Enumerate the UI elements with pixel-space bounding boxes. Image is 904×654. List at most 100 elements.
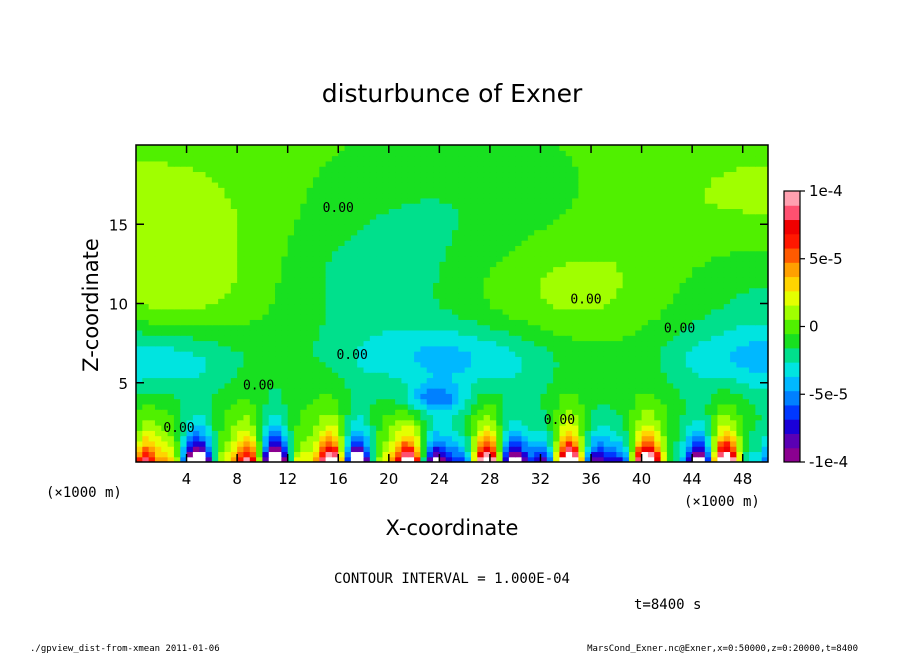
heatmap-cell xyxy=(376,335,384,342)
heatmap-cell xyxy=(477,292,485,299)
heatmap-cell xyxy=(256,287,263,294)
heatmap-cell xyxy=(464,356,472,363)
heatmap-cell xyxy=(527,282,535,289)
heatmap-cell xyxy=(502,335,510,342)
heatmap-cell xyxy=(445,303,453,310)
heatmap-cell xyxy=(180,208,188,215)
heatmap-cell xyxy=(275,303,282,310)
heatmap-cell xyxy=(635,224,643,231)
heatmap-cell xyxy=(603,456,611,462)
heatmap-cell xyxy=(477,398,485,405)
heatmap-cell xyxy=(325,451,333,458)
heatmap-cell xyxy=(388,203,396,209)
heatmap-cell xyxy=(395,430,403,437)
heatmap-cell xyxy=(268,240,276,246)
heatmap-cell xyxy=(331,250,339,257)
heatmap-cell xyxy=(281,197,289,204)
heatmap-cell xyxy=(312,398,320,405)
heatmap-cell xyxy=(319,282,327,289)
heatmap-cell xyxy=(458,409,466,416)
heatmap-cell xyxy=(294,393,301,400)
heatmap-cell xyxy=(237,435,245,442)
heatmap-cell xyxy=(331,377,339,384)
heatmap-cell xyxy=(275,335,282,342)
heatmap-cell xyxy=(382,282,390,289)
heatmap-cell xyxy=(628,372,636,379)
heatmap-cell xyxy=(357,414,365,421)
heatmap-cell xyxy=(218,234,226,241)
heatmap-cell xyxy=(489,382,497,389)
heatmap-cell xyxy=(312,245,320,252)
heatmap-cell xyxy=(534,372,542,379)
heatmap-cell xyxy=(205,250,213,257)
heatmap-cell xyxy=(363,277,371,283)
heatmap-cell xyxy=(559,234,567,241)
heatmap-cell xyxy=(142,319,150,326)
heatmap-cell xyxy=(154,245,162,252)
heatmap-cell xyxy=(363,324,371,331)
heatmap-cell xyxy=(211,277,219,283)
heatmap-cell xyxy=(736,440,744,447)
heatmap-cell xyxy=(268,271,276,278)
heatmap-cell xyxy=(237,213,245,220)
heatmap-cell xyxy=(199,440,207,447)
heatmap-cell xyxy=(262,351,270,357)
heatmap-cell xyxy=(205,446,213,453)
heatmap-cell xyxy=(692,414,700,421)
heatmap-cell xyxy=(578,298,586,305)
heatmap-cell xyxy=(749,388,756,394)
heatmap-cell xyxy=(698,409,706,416)
heatmap-cell xyxy=(597,398,605,405)
heatmap-cell xyxy=(470,277,478,283)
heatmap-cell xyxy=(704,224,712,231)
heatmap-cell xyxy=(660,277,668,283)
heatmap-cell xyxy=(761,351,768,357)
heatmap-cell xyxy=(489,419,497,426)
heatmap-cell xyxy=(730,329,737,336)
heatmap-cell xyxy=(376,292,384,299)
heatmap-cell xyxy=(654,393,662,400)
heatmap-cell xyxy=(477,319,485,326)
heatmap-cell xyxy=(439,208,447,215)
heatmap-cell xyxy=(489,324,497,331)
heatmap-cell xyxy=(584,229,592,236)
heatmap-cell xyxy=(717,440,725,447)
heatmap-cell xyxy=(717,446,725,453)
heatmap-cell xyxy=(546,345,554,352)
heatmap-cell xyxy=(730,388,737,394)
heatmap-cell xyxy=(230,292,238,299)
heatmap-cell xyxy=(445,440,453,447)
heatmap-cell xyxy=(508,345,516,352)
heatmap-cell xyxy=(489,229,497,236)
heatmap-cell xyxy=(192,250,200,257)
heatmap-cell xyxy=(540,446,548,453)
heatmap-cell xyxy=(281,229,289,236)
heatmap-cell xyxy=(142,430,150,437)
heatmap-cell xyxy=(382,271,390,278)
heatmap-cell xyxy=(136,398,143,405)
heatmap-cell xyxy=(654,324,662,331)
heatmap-cell xyxy=(401,234,409,241)
heatmap-cell xyxy=(654,351,662,357)
heatmap-cell xyxy=(496,446,504,453)
heatmap-cell xyxy=(249,298,257,305)
heatmap-cell xyxy=(180,240,188,246)
heatmap-cell xyxy=(167,234,175,241)
heatmap-cell xyxy=(546,261,554,268)
heatmap-cell xyxy=(584,335,592,342)
heatmap-cell xyxy=(186,240,194,246)
heatmap-cell xyxy=(439,366,447,373)
heatmap-cell xyxy=(717,245,725,252)
heatmap-cell xyxy=(723,224,731,231)
heatmap-cell xyxy=(559,208,567,215)
heatmap-cell xyxy=(458,282,466,289)
heatmap-cell xyxy=(591,298,598,305)
heatmap-cell xyxy=(312,271,320,278)
heatmap-cell xyxy=(730,287,737,294)
heatmap-cell xyxy=(148,382,156,389)
heatmap-cell xyxy=(496,308,504,315)
heatmap-cell xyxy=(502,298,510,305)
heatmap-cell xyxy=(433,430,440,437)
heatmap-cell xyxy=(439,403,447,410)
heatmap-cell xyxy=(433,366,440,373)
